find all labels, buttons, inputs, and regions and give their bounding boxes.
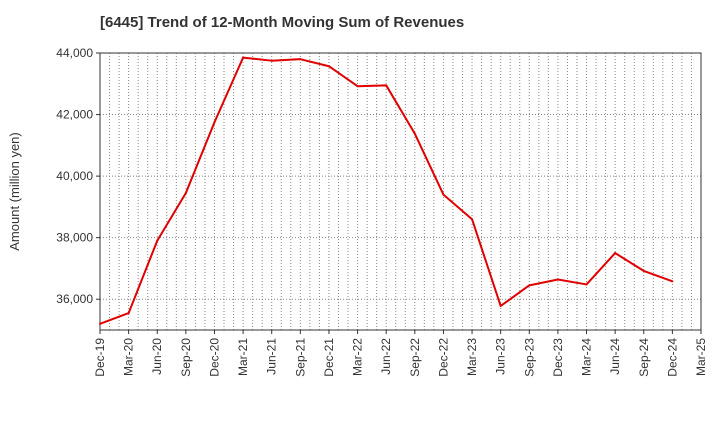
- data-point: [213, 121, 216, 124]
- data-point: [156, 239, 159, 242]
- x-tick-label: Jun-24: [608, 338, 622, 375]
- chart-title: [6445] Trend of 12-Month Moving Sum of R…: [100, 14, 465, 31]
- x-tick-label: Dec-24: [665, 338, 679, 377]
- x-tick-label: Sep-22: [408, 338, 422, 377]
- y-tick-label: 36,000: [56, 292, 93, 306]
- data-point: [614, 252, 617, 255]
- data-point: [642, 269, 645, 272]
- x-tick-label: Dec-23: [551, 338, 565, 377]
- plot-frame: [99, 52, 702, 331]
- data-point: [585, 283, 588, 286]
- data-point: [671, 280, 674, 283]
- y-tick-label: 40,000: [56, 169, 93, 183]
- x-tick-label: Dec-21: [322, 338, 336, 377]
- x-tick-label: Jun-21: [265, 338, 279, 375]
- data-point: [299, 58, 302, 61]
- y-tick-label: 44,000: [56, 46, 93, 60]
- data-point: [184, 192, 187, 195]
- x-tick-label: Jun-23: [494, 338, 508, 375]
- data-point: [528, 284, 531, 287]
- x-tick-label: Mar-25: [694, 338, 708, 376]
- data-point: [556, 278, 559, 281]
- x-tick-label: Mar-22: [351, 338, 365, 376]
- data-point: [270, 59, 273, 62]
- x-tick-label: Sep-23: [522, 338, 536, 377]
- data-point: [327, 65, 330, 68]
- data-point: [99, 322, 101, 325]
- x-tick-label: Mar-21: [236, 338, 250, 376]
- y-axis-label: Amount (million yen): [7, 132, 22, 251]
- x-tick-label: Dec-19: [93, 338, 107, 377]
- data-point: [442, 193, 445, 196]
- y-tick-label: 38,000: [56, 231, 93, 245]
- data-point: [385, 84, 388, 87]
- data-point: [127, 312, 130, 315]
- x-tick-label: Mar-23: [465, 338, 479, 376]
- x-tick-label: Sep-20: [179, 338, 193, 377]
- data-point: [499, 304, 502, 307]
- data-point: [242, 56, 245, 59]
- x-tick-label: Sep-21: [293, 338, 307, 377]
- data-point: [471, 218, 474, 221]
- x-tick-label: Jun-20: [150, 338, 164, 375]
- x-tick-label: Sep-24: [637, 338, 651, 377]
- y-tick-label: 42,000: [56, 108, 93, 122]
- x-tick-label: Dec-20: [207, 338, 221, 377]
- x-tick-label: Dec-22: [436, 338, 450, 377]
- x-tick-label: Jun-22: [379, 338, 393, 375]
- data-point: [356, 85, 359, 88]
- x-tick-label: Mar-20: [122, 338, 136, 376]
- x-tick-label: Mar-24: [580, 338, 594, 376]
- data-point: [413, 132, 416, 135]
